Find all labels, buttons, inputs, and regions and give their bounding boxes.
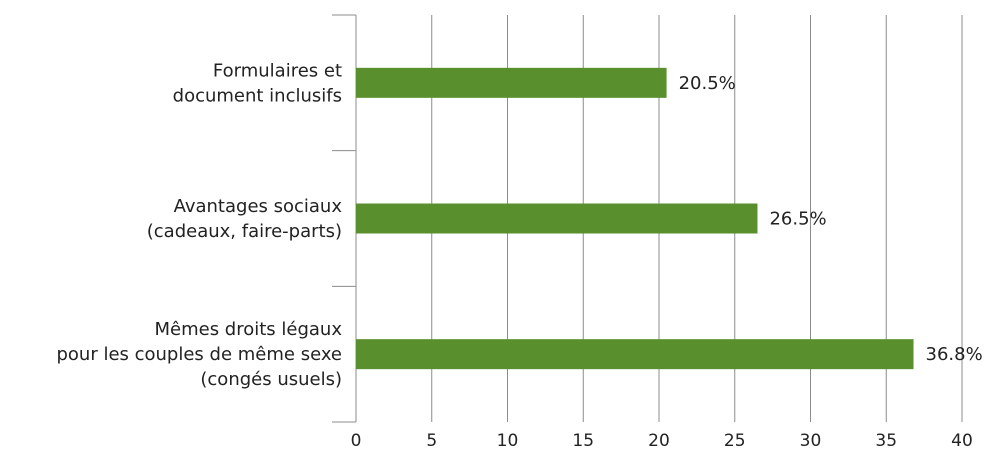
bar-3 — [356, 339, 914, 370]
x-tick-label-15: 15 — [572, 431, 594, 451]
value-label-2: 26.5% — [769, 209, 826, 230]
value-label-1: 20.5% — [679, 73, 736, 94]
value-label-3: 36.8% — [926, 344, 983, 365]
category-label-2: Avantages sociaux (cadeaux, faire-parts) — [147, 196, 343, 242]
category-label-1: Formulaires et document inclusifs — [173, 60, 342, 106]
bar-2 — [356, 203, 758, 234]
x-tick-label-5: 5 — [426, 431, 437, 451]
x-tick-label-40: 40 — [951, 431, 973, 451]
x-tick-label-25: 25 — [724, 431, 746, 451]
x-tick-label-35: 35 — [875, 431, 897, 451]
x-tick-label-0: 0 — [351, 431, 362, 451]
bar-1 — [356, 67, 667, 98]
x-tick-label-20: 20 — [648, 431, 670, 451]
category-labels: Formulaires et document inclusifs Avantage… — [56, 60, 342, 390]
category-label-3: Mêmes droits légaux pour les couples de m… — [56, 319, 342, 390]
value-labels: 20.5% 26.5% 36.8% — [679, 73, 983, 365]
bars — [356, 67, 914, 370]
x-tick-label-30: 30 — [800, 431, 822, 451]
x-tick-label-10: 10 — [497, 431, 519, 451]
x-tick-labels: 0 5 10 15 20 25 30 35 40 — [351, 431, 973, 451]
